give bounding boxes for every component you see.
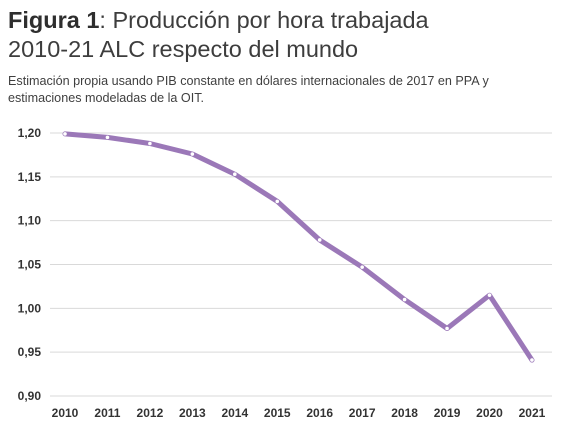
y-axis-ticks: 1,20 1,15 1,10 1,05 1,00 0,95 0,90 <box>18 126 42 403</box>
y-tick-label: 0,95 <box>18 345 42 359</box>
y-tick-label: 0,90 <box>18 389 42 403</box>
gridlines <box>50 132 552 397</box>
data-point <box>402 297 407 302</box>
chart-subtitle: Estimación propia usando PIB constante e… <box>8 74 489 105</box>
x-tick-label: 2017 <box>349 406 376 420</box>
x-axis-ticks: 2010 2011 2012 2013 2014 2015 2016 2017 2018 2019… <box>52 406 546 420</box>
data-point <box>360 265 364 269</box>
chart-title: Figura 1: Producción por hora trabajada … <box>8 6 429 64</box>
y-tick-label: 1,15 <box>18 170 42 184</box>
data-point <box>148 141 152 146</box>
x-tick-label: 2019 <box>434 406 461 420</box>
y-tick-label: 1,10 <box>18 214 42 228</box>
data-point <box>530 358 534 362</box>
x-tick-label: 2011 <box>94 406 120 420</box>
x-tick-label: 2013 <box>179 406 206 420</box>
y-tick-label: 1,05 <box>18 258 42 272</box>
chart-title-text: : Producción por hora trabajada <box>99 7 429 33</box>
data-point <box>105 135 110 140</box>
data-point <box>317 238 322 242</box>
series-layer <box>62 131 535 363</box>
y-tick-label: 1,20 <box>18 126 42 140</box>
x-tick-label: 2012 <box>137 406 164 420</box>
data-point <box>63 132 67 136</box>
data-point <box>487 293 492 297</box>
x-tick-label: 2020 <box>476 406 503 420</box>
data-point <box>233 172 237 177</box>
chart-title-line-2: 2010-21 ALC respecto del mundo <box>8 36 359 62</box>
chart-title-figure-number: Figura 1 <box>8 7 100 33</box>
data-point <box>190 152 195 156</box>
y-tick-label: 1,00 <box>18 301 42 315</box>
series-line <box>62 131 535 363</box>
x-tick-label: 2015 <box>264 406 291 420</box>
x-tick-label: 2010 <box>52 406 79 420</box>
x-tick-label: 2014 <box>221 406 248 420</box>
x-tick-label: 2021 <box>519 406 546 420</box>
data-point <box>275 199 280 204</box>
x-tick-label: 2016 <box>306 406 333 420</box>
data-point <box>445 326 449 331</box>
x-tick-label: 2018 <box>391 406 418 420</box>
